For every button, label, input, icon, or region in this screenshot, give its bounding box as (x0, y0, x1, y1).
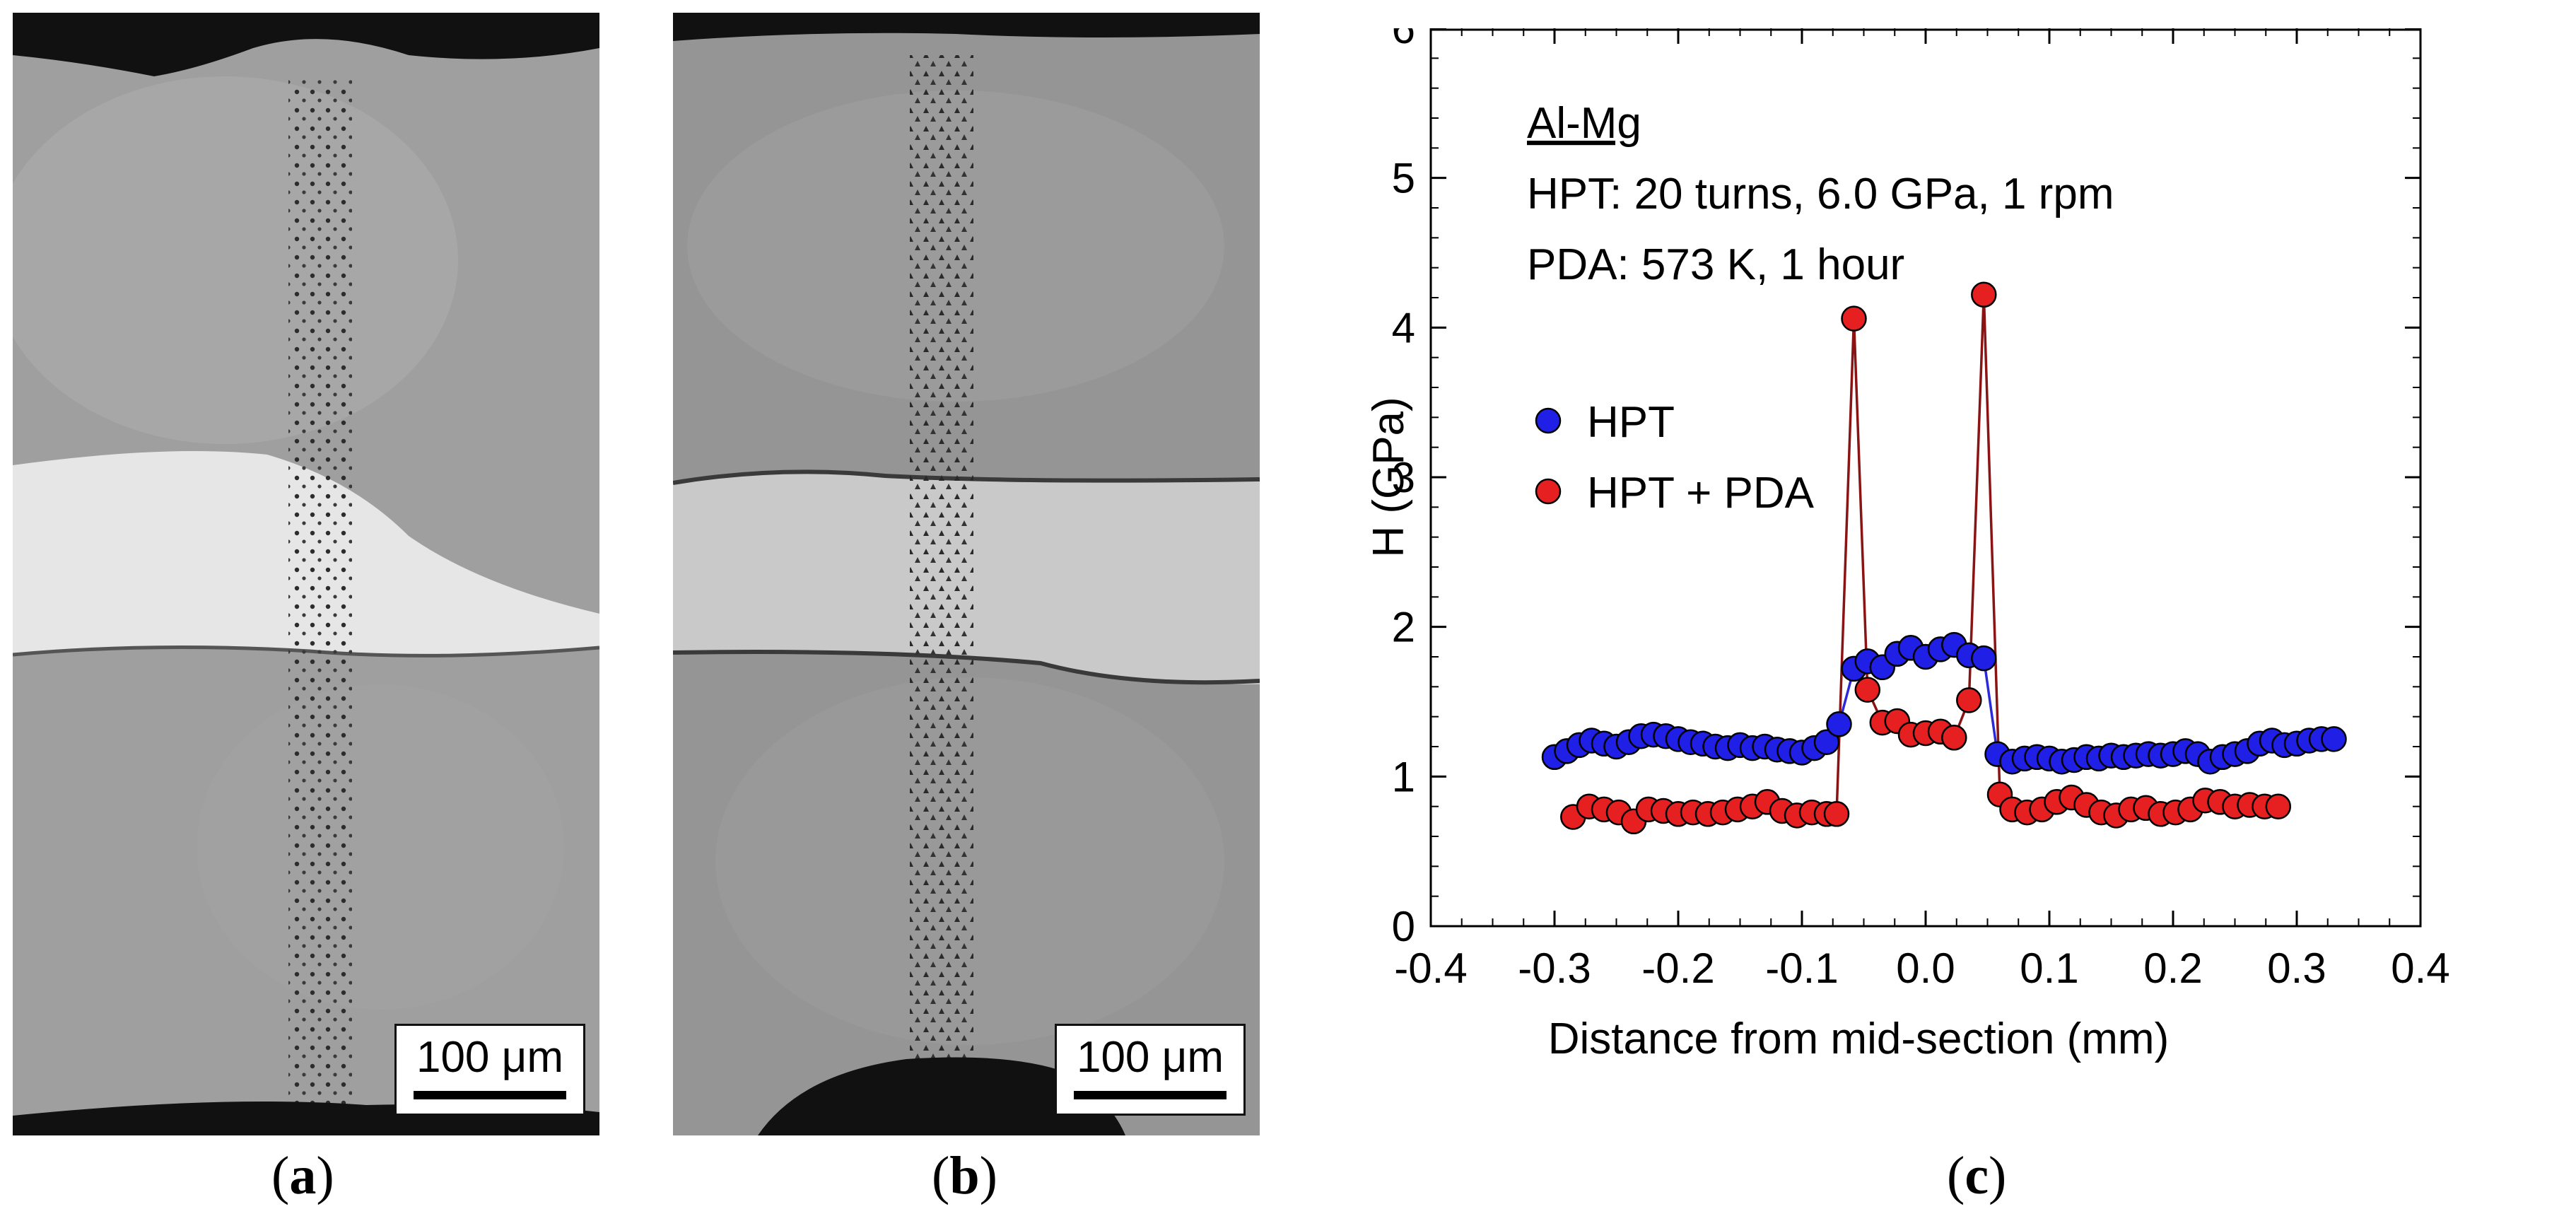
legend-marker-hpt (1535, 407, 1562, 434)
micrograph-a-image (13, 13, 599, 1135)
micrograph-b: 100 μm (673, 13, 1260, 1135)
scale-bar-a-label: 100 μm (416, 1033, 564, 1082)
y-tick-label: 6 (1392, 28, 1415, 52)
x-tick-label: -0.1 (1765, 945, 1838, 992)
chart-series (1541, 281, 2347, 835)
scale-bar-a: 100 μm (394, 1024, 585, 1116)
x-tick-label: -0.2 (1641, 945, 1714, 992)
legend-marker-hpt-pda (1535, 478, 1562, 505)
y-tick-label: 2 (1392, 604, 1415, 651)
plot-frame (1429, 28, 2422, 928)
x-tick-label: 0.1 (2020, 945, 2078, 992)
data-point-hpt_pda (1941, 725, 1967, 751)
data-point-hpt_pda (1956, 687, 1982, 713)
micrograph-a: 100 μm (13, 13, 599, 1135)
y-tick-label: 4 (1392, 304, 1415, 351)
x-tick-label: 0.3 (2267, 945, 2326, 992)
x-tick-label: 0.2 (2143, 945, 2202, 992)
chart-axes: 0 1 2 3 4 5 6 -0.4 -0.3 -0.2 -0.1 0.0 0.1 0.2 0.3 0.4 (1392, 28, 2450, 992)
scale-bar-b-label: 100 μm (1076, 1033, 1224, 1082)
panel-label-b: (b) (932, 1146, 997, 1205)
data-point-hpt (2321, 726, 2347, 752)
y-tick-label: 5 (1392, 155, 1415, 202)
x-tick-label: 0.4 (2391, 945, 2449, 992)
panel-label-c: (c) (1947, 1146, 2007, 1205)
legend-label-hpt-pda: HPT + PDA (1587, 469, 1815, 518)
x-tick-label: -0.4 (1394, 945, 1467, 992)
hardness-chart: 0 1 2 3 4 5 6 -0.4 -0.3 -0.2 -0.1 0.0 0.1 0.2 0.3 0.4 A… (1364, 28, 2450, 1063)
scale-bar-a-line (414, 1091, 566, 1099)
y-axis-label: H (GPa) (1364, 397, 1413, 557)
scale-bar-b-line (1074, 1091, 1226, 1099)
x-axis-label: Distance from mid-section (mm) (1548, 1015, 2169, 1063)
scale-bar-b: 100 μm (1055, 1024, 1246, 1116)
panel-label-c-text: c (1965, 1146, 1989, 1205)
micrograph-b-image (673, 13, 1260, 1135)
data-point-hpt (1826, 711, 1852, 737)
data-point-hpt (1971, 645, 1997, 672)
annotation-line-1: HPT: 20 turns, 6.0 GPa, 1 rpm (1527, 170, 2114, 218)
data-point-hpt (1813, 729, 1840, 755)
panel-label-a-text: a (289, 1146, 317, 1205)
panel-label-b-text: b (949, 1146, 980, 1205)
annotation-title: Al-Mg (1527, 99, 1641, 148)
x-tick-label: -0.3 (1518, 945, 1591, 992)
data-point-hpt_pda (1823, 801, 1850, 827)
y-tick-label: 3 (1392, 454, 1415, 501)
panel-label-a: (a) (271, 1146, 334, 1205)
data-point-hpt_pda (1854, 677, 1881, 703)
chart-text: Al-Mg HPT: 20 turns, 6.0 GPa, 1 rpm PDA:… (1364, 99, 2169, 1063)
data-point-hpt_pda (2265, 793, 2292, 819)
annotation-line-2: PDA: 573 K, 1 hour (1527, 240, 1904, 289)
y-tick-label: 0 (1392, 903, 1415, 950)
y-tick-label: 1 (1392, 753, 1415, 800)
data-point-hpt_pda (1971, 281, 1997, 308)
legend-label-hpt: HPT (1587, 398, 1675, 447)
data-point-hpt_pda (1841, 305, 1867, 332)
x-tick-label: 0.0 (1896, 945, 1955, 992)
